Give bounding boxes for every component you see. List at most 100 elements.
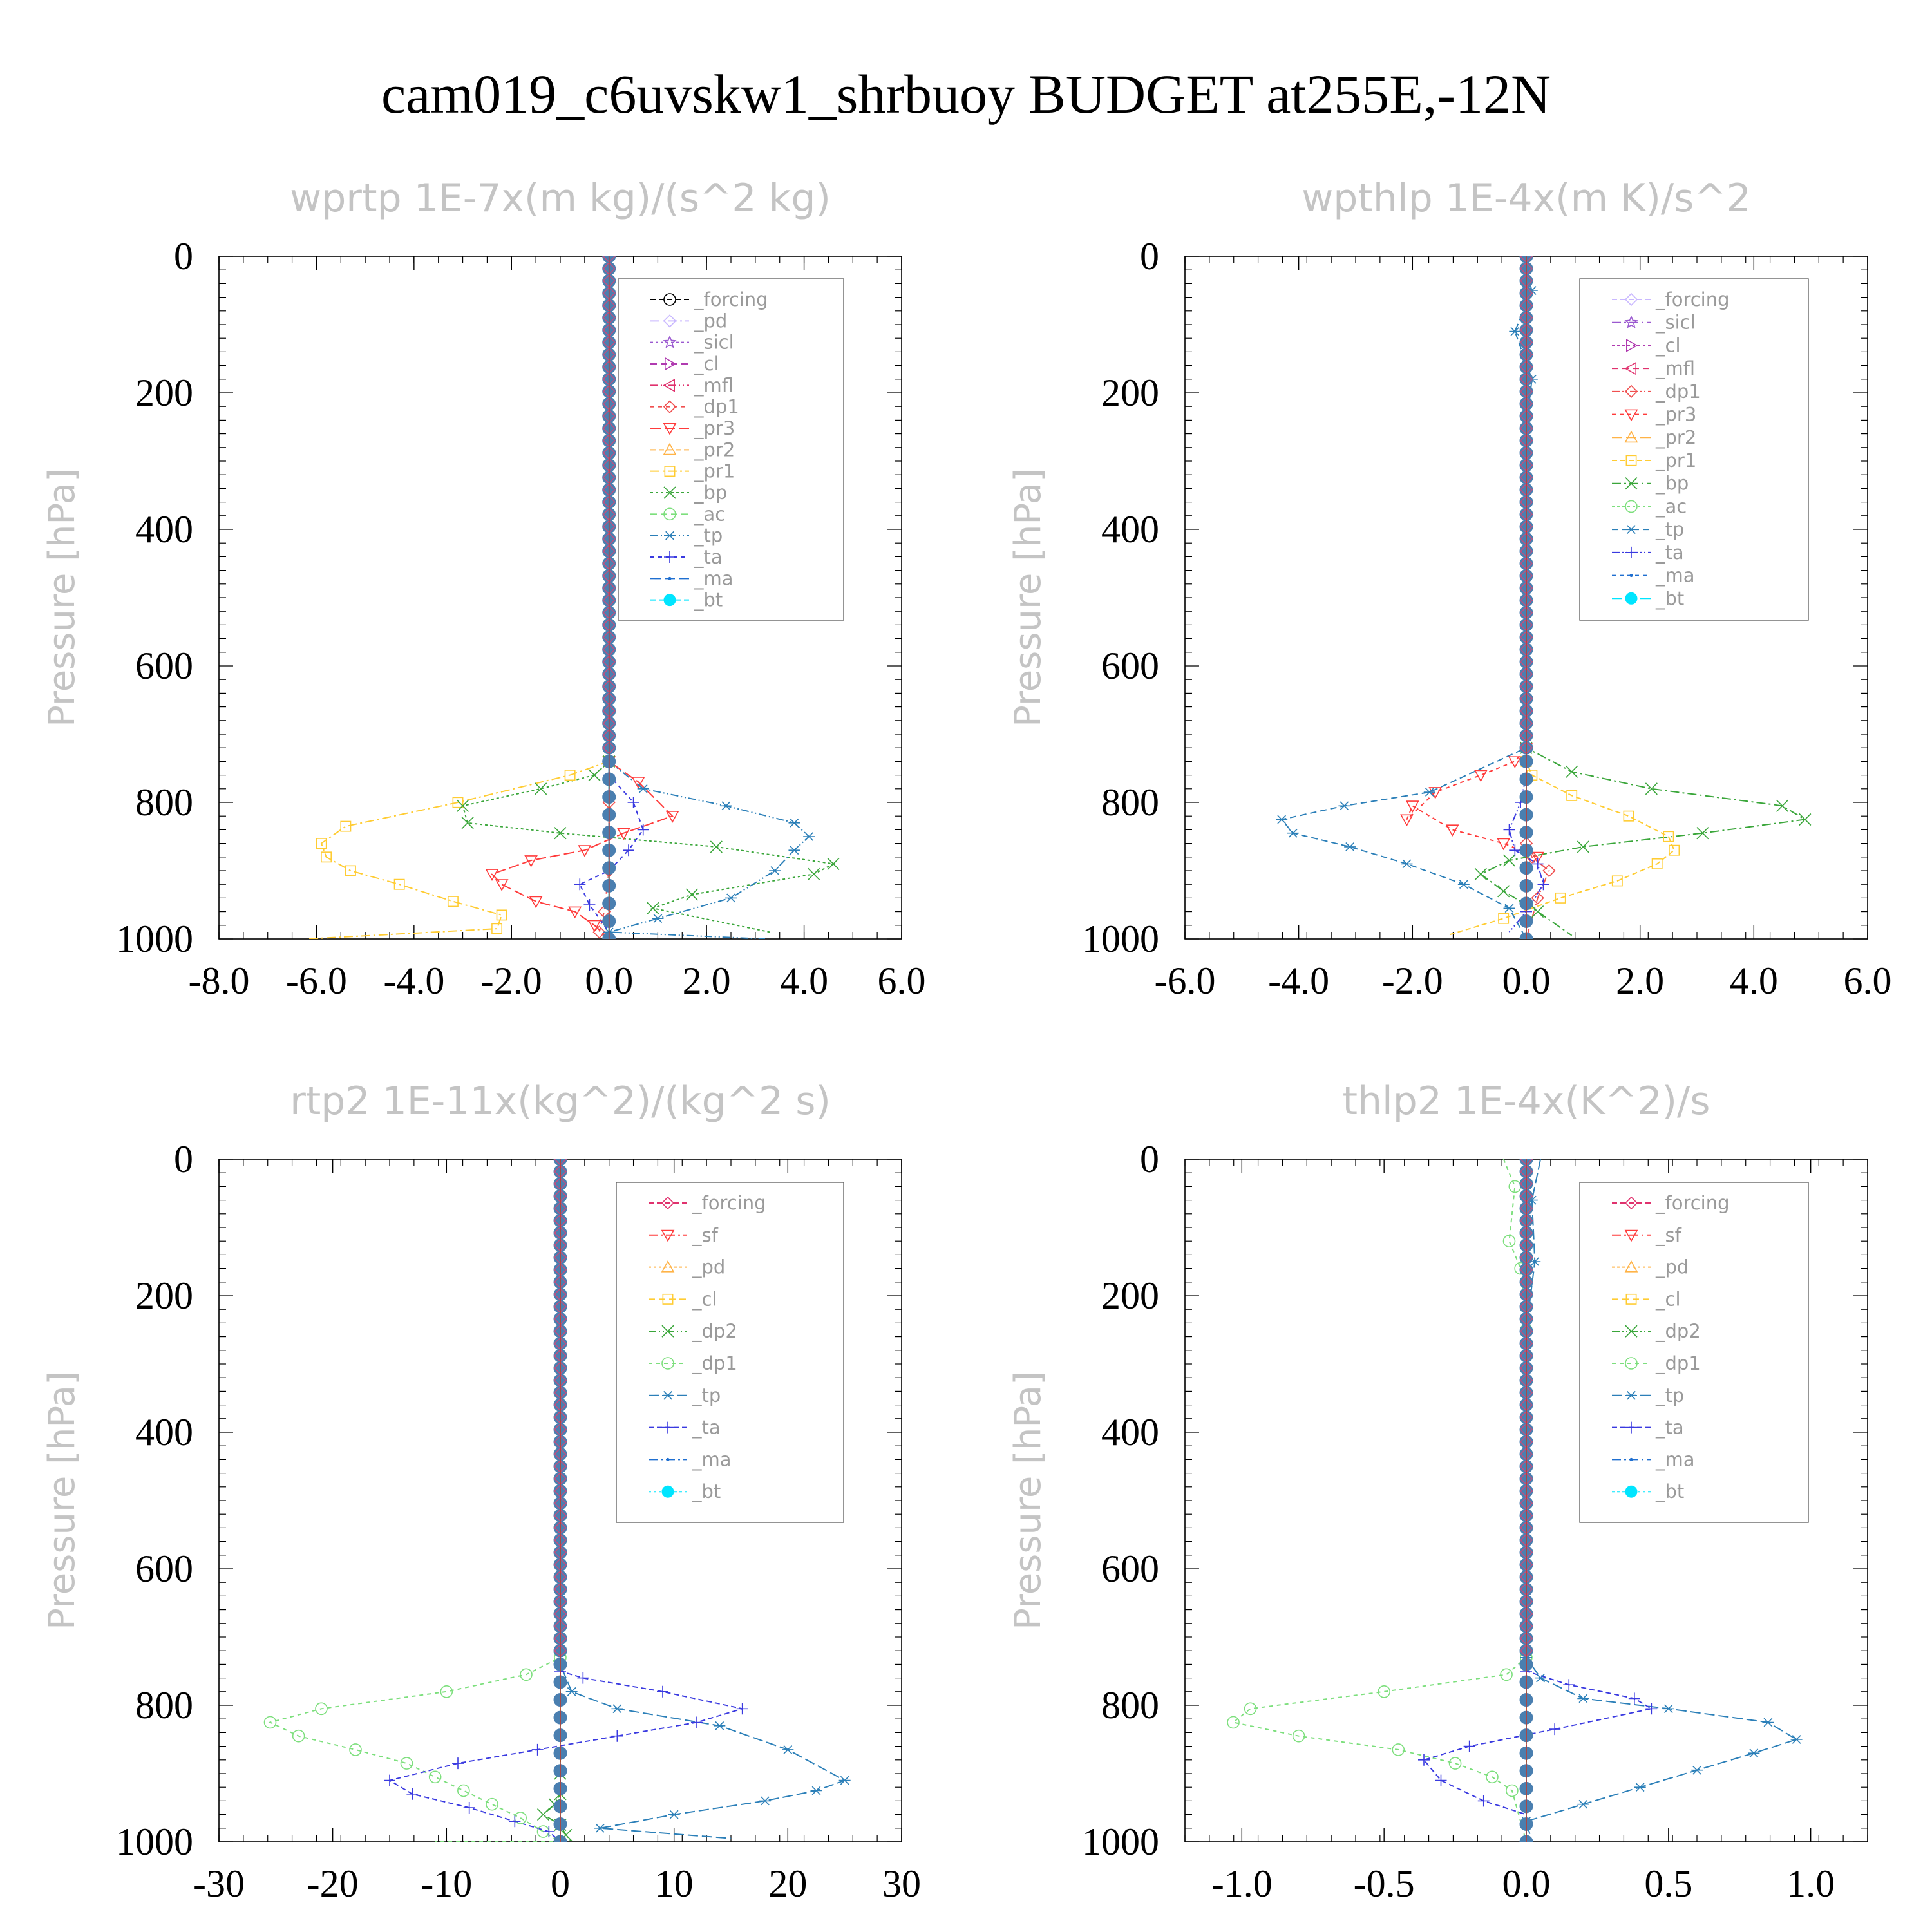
zero-column-markers [1519, 256, 1533, 939]
y-tick-label: 800 [135, 1684, 193, 1727]
data-point [587, 920, 601, 933]
legend-label: _ma [1655, 1448, 1695, 1470]
y-tick-label: 600 [135, 645, 193, 687]
data-point [1448, 1757, 1462, 1770]
panel-2: wpthlp 1E-4x(m K)/s^2 Pressure [hPa] -6.0 -… [1007, 176, 1892, 1002]
legend-item-pr3: _pr3 [1612, 404, 1696, 426]
data-point [1405, 800, 1419, 813]
data-point [509, 1815, 521, 1828]
legend-item-tp: _tp [1612, 1385, 1684, 1406]
data-point [1542, 864, 1556, 878]
legend-label: _pd [694, 310, 727, 332]
data-point [1651, 858, 1663, 869]
data-point [428, 1770, 442, 1784]
y-tick-label: 1000 [1082, 918, 1159, 960]
data-point [1276, 815, 1288, 824]
legend-item-mfl: _mfl [650, 374, 734, 396]
data-point [292, 1729, 305, 1743]
legend: _forcing_sicl_cl_mfl_dp1_pr3_pr2_pr1_bp_… [1579, 278, 1809, 621]
data-point [406, 1788, 419, 1800]
data-point [457, 1784, 470, 1797]
data-point [1401, 859, 1413, 869]
series-line-tp [608, 256, 810, 939]
legend-label: _forcing [1655, 289, 1730, 310]
y-tick-label: 1000 [116, 1821, 193, 1863]
legend-marker [662, 1421, 674, 1434]
series-markers-pr3 [485, 756, 679, 933]
legend-label: _ta [692, 1417, 721, 1439]
legend-label: _bt [1655, 1481, 1684, 1502]
legend-label: _tp [1655, 518, 1684, 540]
legend-marker [664, 551, 676, 563]
data-point [349, 1743, 362, 1756]
legend-item-dp1: _dp1 [650, 396, 739, 418]
legend-label: _dp1 [694, 396, 739, 418]
x-tick-label: -4.0 [383, 960, 444, 1002]
legend-marker [665, 357, 677, 371]
data-point [1535, 1673, 1547, 1683]
data-point [611, 1730, 623, 1742]
legend-marker [1624, 1229, 1638, 1242]
legend-label: _pr3 [694, 417, 735, 439]
data-point [1287, 828, 1299, 838]
x-tick-label: -10 [421, 1862, 472, 1905]
legend-label: _ac [1655, 495, 1687, 517]
data-point [578, 845, 592, 857]
legend-marker [1626, 339, 1638, 352]
data-point [1577, 840, 1589, 853]
legend-label: _pr2 [1655, 426, 1696, 448]
legend-marker [1625, 500, 1638, 513]
data-point [1566, 765, 1578, 778]
data-point [1497, 885, 1510, 898]
legend-marker [661, 1485, 674, 1498]
data-point [652, 914, 664, 923]
data-point [564, 770, 576, 781]
x-tick-label: -1.0 [1211, 1862, 1273, 1905]
legend-label: _sicl [694, 332, 734, 354]
data-point [1392, 1743, 1405, 1756]
legend-marker [1625, 1485, 1638, 1498]
y-tick-label: 400 [135, 508, 193, 551]
data-point [496, 909, 507, 921]
x-tick-label: -2.0 [1382, 960, 1443, 1002]
legend-item-ta: _ta [1612, 542, 1684, 564]
legend-item-forcing: _forcing [649, 1192, 766, 1214]
legend-marker [1625, 592, 1638, 605]
series-layer [1276, 256, 1812, 939]
legend-marker [1625, 1390, 1637, 1400]
y-tick-label: 200 [135, 372, 193, 414]
legend-marker [1625, 1293, 1637, 1305]
y-tick-label: 200 [1101, 372, 1159, 414]
data-point [495, 879, 509, 891]
data-point [393, 878, 405, 890]
data-point [1503, 904, 1515, 913]
legend-marker [1625, 546, 1637, 558]
panel-4: thlp2 1E-4x(K^2)/s Pressure [hPa] -1.0 -0.5… [1007, 1079, 1868, 1905]
legend-item-dp2: _dp2 [1612, 1320, 1701, 1342]
data-point [803, 832, 815, 841]
legend-label: _pr3 [1655, 404, 1696, 426]
y-tick-label: 200 [135, 1274, 193, 1317]
legend-label: _ma [1655, 565, 1695, 587]
data-point [1762, 1718, 1774, 1727]
y-tick-label: 400 [1101, 1411, 1159, 1454]
legend-label: _pr2 [694, 439, 735, 460]
data-point [1645, 1703, 1658, 1715]
legend-label: _forcing [1655, 1192, 1730, 1214]
series-line-tp [560, 1159, 847, 1839]
data-point [714, 1721, 726, 1730]
data-point [1748, 1748, 1760, 1758]
data-point [321, 851, 332, 863]
data-point [345, 865, 356, 876]
data-point [788, 818, 800, 828]
x-tick-label: -30 [193, 1862, 245, 1905]
legend-item-pr3: _pr3 [650, 417, 735, 439]
x-tick-label: 2.0 [683, 960, 731, 1002]
data-point [1457, 880, 1470, 889]
data-point [637, 824, 649, 836]
x-tick-label: -6.0 [1155, 960, 1216, 1002]
y-axis-label: Pressure [hPa] [41, 1371, 83, 1630]
data-point [1696, 827, 1709, 840]
y-tick-label: 0 [174, 1138, 193, 1180]
